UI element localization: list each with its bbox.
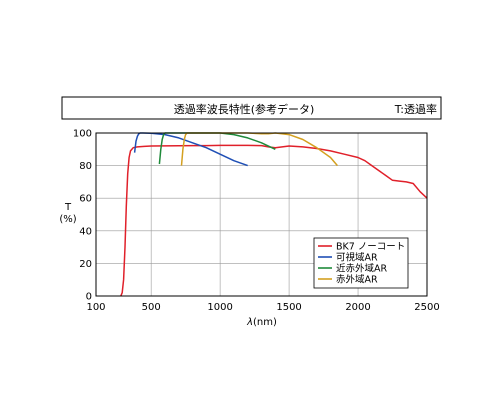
chart-title: 透過率波長特性(参考データ) [174, 102, 315, 116]
y-tick-label: 60 [79, 194, 92, 205]
x-tick-label: 2500 [414, 302, 439, 313]
legend-label: BK7 ノーコート [336, 242, 405, 253]
y-tick-labels: 0 20 40 60 80 100 [73, 129, 92, 303]
series-line-2 [133, 132, 248, 167]
chart-subtitle: T:透過率 [394, 102, 437, 116]
y-tick-label: 80 [79, 161, 92, 172]
y-tick-label: 0 [86, 292, 92, 303]
legend-label: 可視域AR [336, 252, 378, 264]
y-axis-label: T [64, 202, 72, 213]
y-tick-label: 20 [79, 259, 92, 270]
y-axis-unit: (%) [59, 214, 76, 225]
y-tick-label: 40 [79, 226, 92, 237]
legend-label: 近赤外域AR [336, 263, 387, 275]
x-tick-label: 2000 [345, 302, 370, 313]
y-tick-label: 100 [73, 129, 92, 140]
title-box [61, 96, 442, 120]
x-tick-labels: 100 500 1000 1500 2000 2500 [86, 302, 439, 313]
series-line-1 [120, 144, 428, 297]
x-axis-symbol: λ [246, 317, 253, 328]
x-tick-label: 500 [142, 302, 161, 313]
x-tick-label: 1500 [276, 302, 301, 313]
x-tick-label: 100 [86, 302, 105, 313]
x-axis-unit: (nm) [253, 317, 277, 328]
x-tick-label: 1000 [207, 302, 232, 313]
legend-label: 赤外域AR [336, 274, 378, 286]
plot-frame [95, 132, 428, 297]
x-axis-label: λ(nm) [246, 317, 277, 328]
series-line-4 [180, 132, 338, 167]
